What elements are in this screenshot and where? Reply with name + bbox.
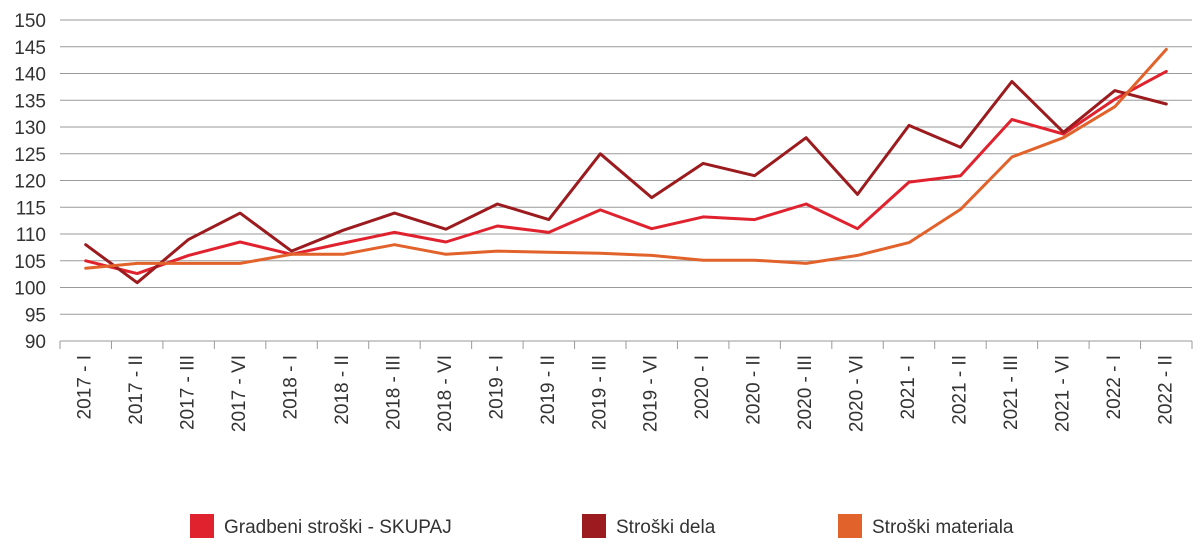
x-tick-label: 2020 - III (795, 355, 816, 430)
x-tick-label: 2022 - II (1155, 355, 1176, 425)
y-tick-label: 125 (14, 145, 46, 166)
y-tick-label: 95 (25, 305, 46, 326)
y-axis: 90 95 100 105 110 115 120 125 130 135 140 145 150 (14, 11, 46, 353)
x-tick-label: 2021 - I (898, 355, 919, 419)
x-tick-label: 2019 - I (486, 355, 507, 419)
x-axis: 2017 - I 2017 - II 2017 - III 2017 - VI 2018… (59, 341, 1193, 432)
x-tick-label: 2018 - I (281, 355, 302, 419)
y-tick-label: 110 (16, 225, 46, 246)
y-tick-label: 140 (14, 65, 46, 86)
y-tick-label: 120 (14, 172, 46, 193)
legend-swatch (582, 514, 606, 538)
y-tick-label: 115 (16, 198, 46, 219)
x-tick-label: 2018 - VI (435, 355, 456, 432)
legend-label: Stroški materiala (872, 517, 1014, 538)
x-tick-label: 2019 - II (538, 355, 559, 425)
x-tick-label: 2020 - VI (847, 355, 868, 432)
legend-label: Stroški dela (616, 517, 716, 538)
x-tick-label: 2020 - I (692, 355, 713, 419)
legend-swatch (838, 514, 862, 538)
x-tick-label: 2019 - VI (641, 355, 662, 432)
x-tick-label: 2017 - VI (229, 355, 250, 432)
x-tick-label: 2017 - II (126, 355, 147, 425)
y-tick-label: 150 (14, 11, 46, 32)
x-tick-label: 2017 - III (178, 355, 199, 430)
x-tick-label: 2018 - III (383, 355, 404, 430)
y-tick-label: 135 (14, 91, 46, 112)
x-tick-label: 2018 - II (332, 355, 353, 425)
x-tick-label: 2021 - II (949, 355, 970, 425)
series-lines (84, 47, 1168, 285)
legend: Gradbeni stroški - SKUPAJ Stroški dela Str… (190, 514, 1014, 538)
x-tick-label: 2022 - I (1104, 355, 1125, 419)
x-tick-label: 2019 - III (589, 355, 610, 430)
x-tick-label: 2017 - I (75, 355, 96, 419)
x-tick-label: 2021 - VI (1052, 355, 1073, 432)
y-tick-label: 105 (14, 252, 46, 273)
gridlines (60, 19, 1192, 342)
series-line-1 (84, 69, 1168, 276)
y-tick-label: 130 (14, 118, 46, 139)
legend-label: Gradbeni stroški - SKUPAJ (224, 517, 452, 538)
series-line-2 (84, 80, 1168, 285)
y-tick-label: 90 (25, 332, 46, 353)
legend-swatch (190, 514, 214, 538)
y-tick-label: 145 (14, 38, 46, 59)
x-tick-label: 2020 - II (744, 355, 765, 425)
y-tick-label: 100 (14, 279, 46, 300)
x-tick-label: 2021 - III (1001, 355, 1022, 430)
series-line-3 (84, 47, 1168, 270)
